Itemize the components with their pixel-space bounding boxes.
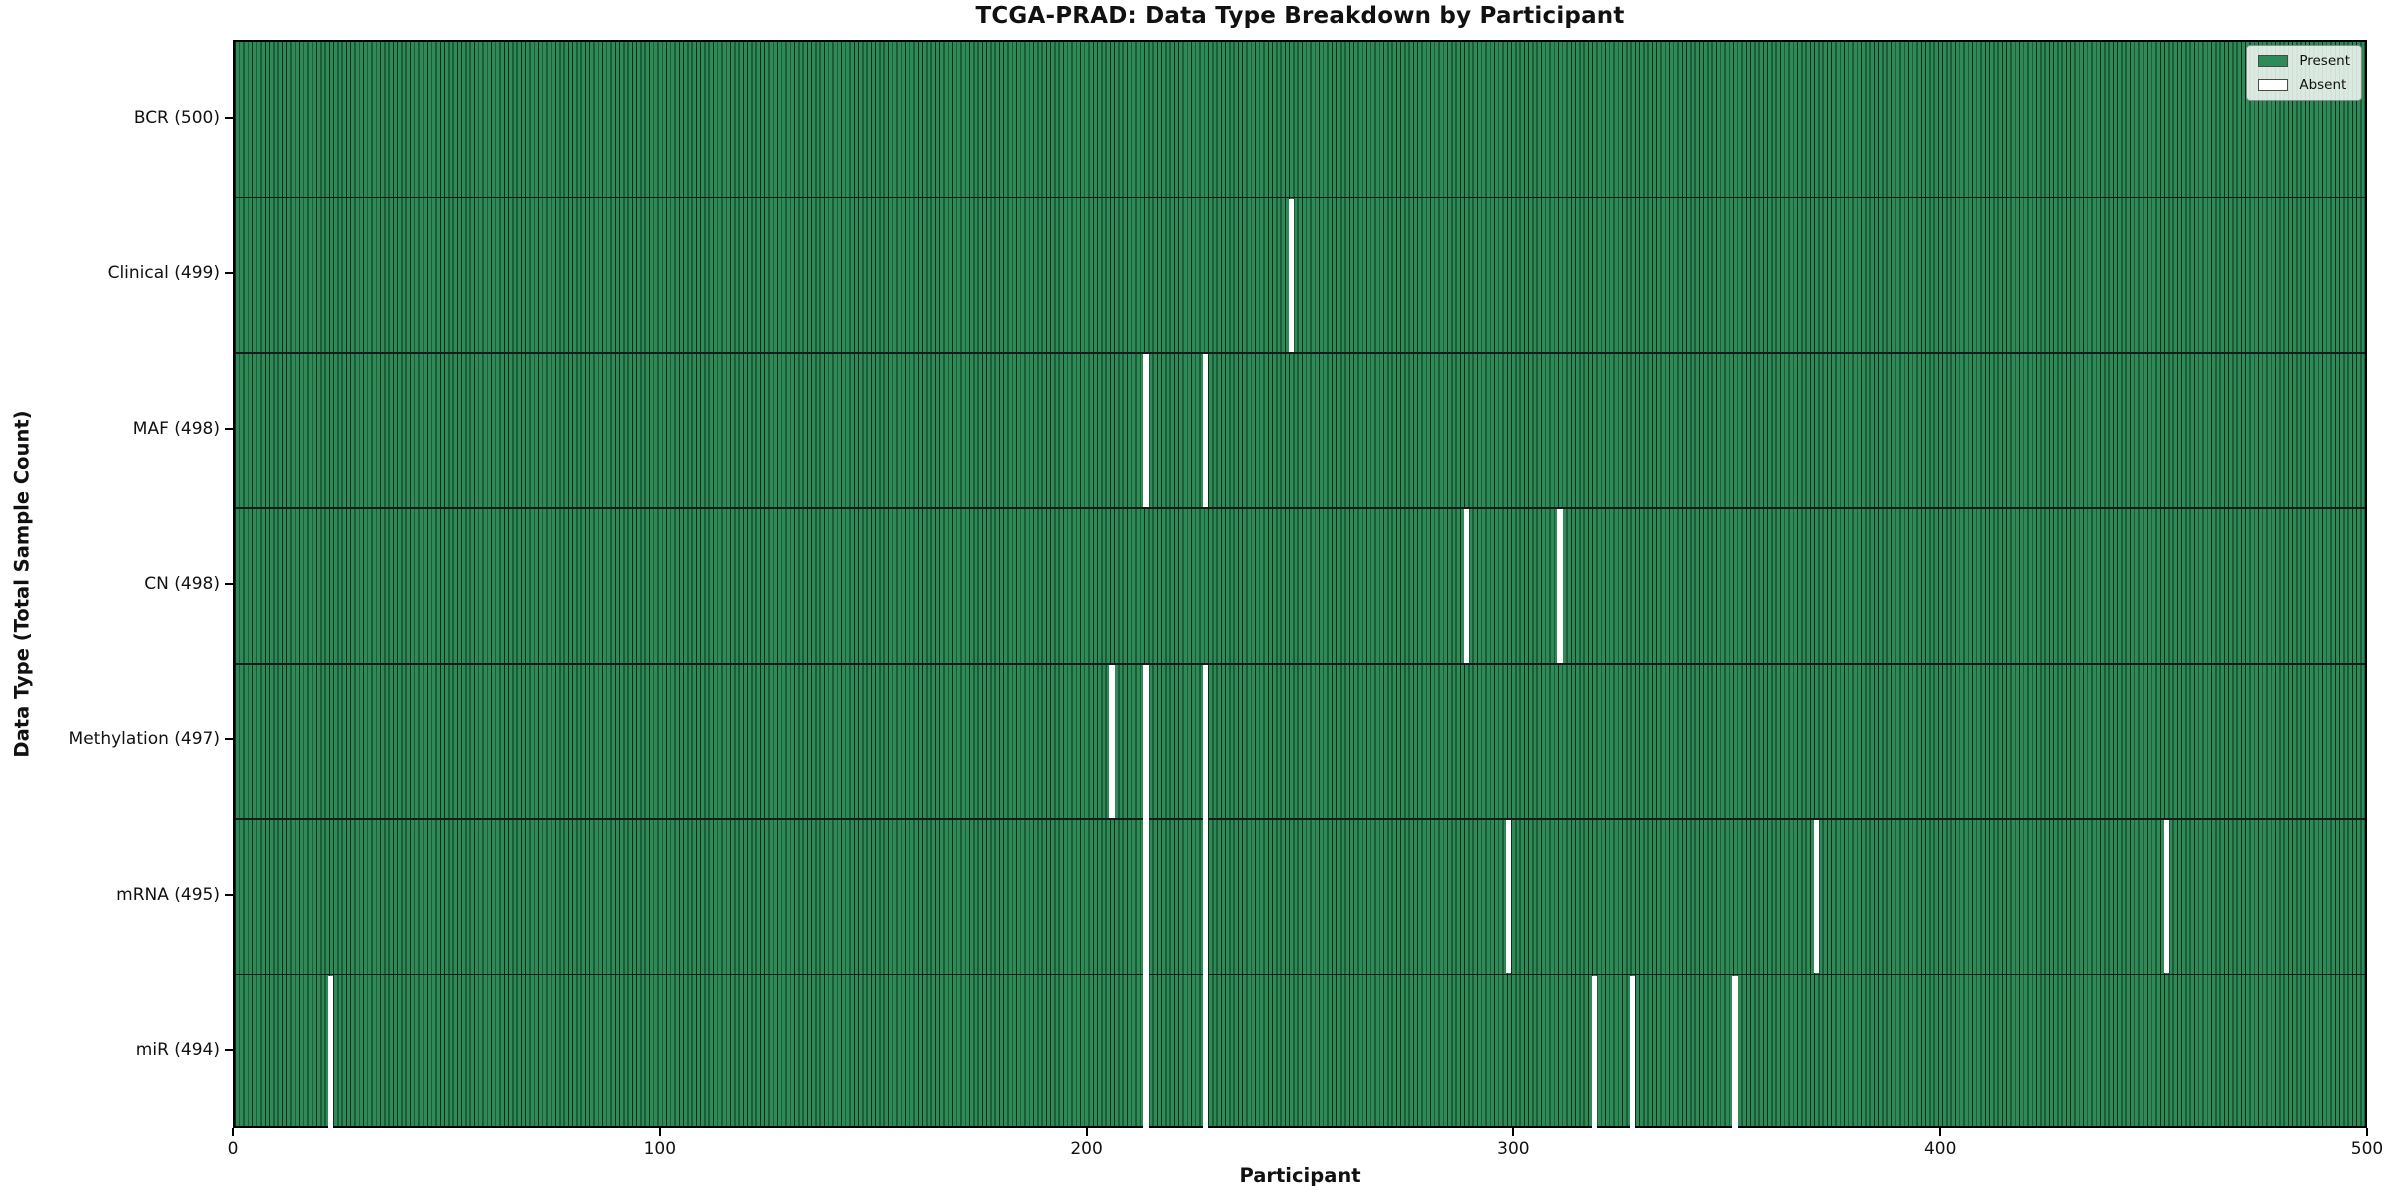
x-tick-mark <box>2366 1128 2368 1136</box>
x-tick-label-500: 500 <box>2350 1139 2384 1159</box>
absent-gap <box>1288 198 1294 352</box>
row-divider <box>235 507 2365 510</box>
y-tick-mark <box>225 272 233 275</box>
absent-gap <box>1143 664 1149 1129</box>
row-divider <box>235 973 2365 976</box>
absent-gap <box>1109 664 1115 819</box>
legend-swatch-present <box>2258 55 2289 67</box>
x-axis-label: Participant <box>1239 1164 1361 1187</box>
absent-gap <box>1463 509 1469 663</box>
legend-label-absent: Absent <box>2299 77 2347 93</box>
x-tick-label-0: 0 <box>227 1139 239 1159</box>
x-tick-label-100: 100 <box>643 1139 677 1159</box>
y-tick-mark <box>225 893 233 896</box>
absent-gap <box>1557 509 1563 663</box>
y-tick-label-mrna: mRNA (495) <box>116 884 220 905</box>
x-tick-mark <box>1939 1128 1942 1136</box>
y-tick-label-mir: miR (494) <box>135 1040 220 1061</box>
chart-title: TCGA-PRAD: Data Type Breakdown by Partic… <box>975 3 1625 29</box>
y-tick-mark <box>225 738 233 741</box>
y-tick-label-cn: CN (498) <box>144 574 220 594</box>
legend-swatch-absent <box>2258 79 2289 91</box>
y-tick-label-bcr: BCR (500) <box>133 107 220 128</box>
y-tick-mark <box>225 427 233 430</box>
absent-gap <box>1203 353 1209 508</box>
plot-area: Present Absent <box>233 40 2367 1129</box>
x-tick-label-200: 200 <box>1070 1139 1103 1159</box>
absent-gap <box>328 975 334 1129</box>
legend-entry-present: Present <box>2258 53 2350 69</box>
y-tick-label-clinical: Clinical (499) <box>107 263 220 284</box>
row-divider <box>235 196 2365 199</box>
absent-gap <box>1732 975 1738 1129</box>
legend: Present Absent <box>2246 45 2362 101</box>
absent-gap <box>2163 820 2169 974</box>
y-tick-label-methylation: Methylation (497) <box>68 729 220 750</box>
x-tick-mark <box>1512 1128 1515 1136</box>
y-tick-label-maf: MAF (498) <box>132 418 220 439</box>
absent-gap <box>1591 975 1597 1129</box>
x-tick-label-400: 400 <box>1923 1139 1957 1159</box>
y-tick-mark <box>225 1049 233 1052</box>
absent-gap <box>1143 353 1149 508</box>
legend-label-present: Present <box>2299 53 2350 69</box>
x-tick-mark <box>1085 1128 1088 1136</box>
y-tick-mark <box>225 583 233 585</box>
absent-gap <box>1813 820 1819 974</box>
row-divider <box>235 662 2365 665</box>
absent-gap <box>1203 664 1209 1129</box>
absent-gap <box>1506 820 1512 974</box>
absent-gap <box>1630 975 1636 1129</box>
x-tick-label-300: 300 <box>1497 1139 1530 1159</box>
row-divider <box>235 352 2365 354</box>
row-divider <box>235 818 2365 820</box>
x-tick-mark <box>232 1128 234 1136</box>
x-tick-mark <box>658 1128 661 1136</box>
y-tick-mark <box>225 116 233 119</box>
legend-entry-absent: Absent <box>2258 77 2350 93</box>
